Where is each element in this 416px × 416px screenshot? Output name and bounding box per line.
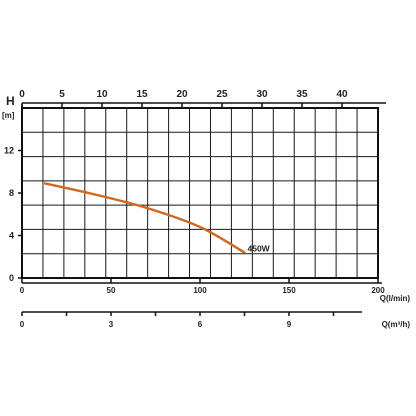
- bottom-axis: 0 50 100 150 200: [20, 279, 385, 295]
- bottom-axis-tick-label: 100: [193, 286, 207, 295]
- top-axis: 0 5 10 15 20 25 30 35 40: [19, 89, 386, 107]
- y-axis-tick-label: 0: [9, 273, 14, 283]
- plot-frame: [21, 107, 379, 279]
- top-axis-tick-label: 15: [136, 89, 148, 100]
- y-axis-tick-label: 4: [9, 231, 14, 241]
- third-axis: 0 3 6 9: [20, 311, 362, 329]
- y-axis-label: H: [6, 94, 15, 108]
- top-axis-tick-label: 35: [296, 89, 308, 100]
- third-axis-tick-label: 6: [198, 320, 203, 329]
- series-curve-450w: [43, 182, 246, 254]
- y-axis: 0 4 8 12: [4, 104, 23, 283]
- y-axis-tick-label: 12: [4, 146, 14, 156]
- third-axis-label: Q(m³/h): [382, 320, 411, 329]
- y-axis-tick-label: 8: [9, 188, 14, 198]
- third-axis-tick-label: 9: [287, 320, 292, 329]
- top-axis-tick-label: 20: [176, 89, 188, 100]
- bottom-axis-tick-label: 200: [371, 286, 385, 295]
- top-axis-tick-label: 30: [256, 89, 268, 100]
- top-axis-tick-label: 0: [19, 89, 25, 100]
- third-axis-tick-label: 3: [109, 320, 114, 329]
- series-label-450w: 450W: [248, 244, 271, 254]
- curve-layer: 450W: [43, 182, 271, 254]
- plot-border: [21, 107, 379, 279]
- top-axis-tick-label: 40: [336, 89, 348, 100]
- bottom-axis-tick-label: 0: [20, 286, 25, 295]
- third-axis-tick-label: 0: [20, 320, 25, 329]
- bottom-axis-tick-label: 50: [107, 286, 116, 295]
- y-axis-unit: [m]: [2, 111, 15, 120]
- top-axis-tick-label: 25: [216, 89, 228, 100]
- bottom-axis-tick-label: 150: [282, 286, 296, 295]
- bottom-axis-label: Q(l/min): [380, 294, 411, 303]
- plot-grid: [22, 108, 378, 278]
- top-axis-tick-label: 10: [96, 89, 108, 100]
- top-axis-tick-label: 5: [59, 89, 65, 100]
